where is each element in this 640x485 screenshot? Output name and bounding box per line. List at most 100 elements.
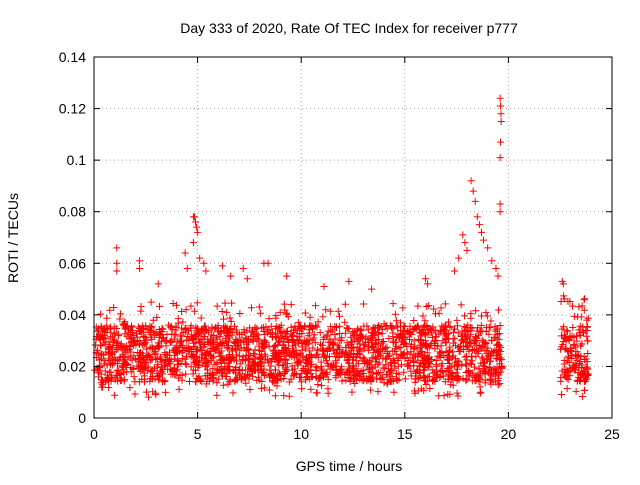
data-point — [348, 338, 356, 346]
data-point — [313, 389, 321, 397]
data-point — [110, 336, 118, 344]
data-point — [440, 392, 448, 400]
data-point — [468, 353, 476, 361]
data-point — [422, 380, 430, 388]
data-point — [441, 300, 449, 308]
data-point — [210, 353, 218, 361]
data-point — [337, 368, 345, 376]
data-point — [557, 374, 565, 382]
data-point — [218, 262, 226, 270]
data-point — [339, 348, 347, 356]
data-point — [174, 337, 182, 345]
data-point — [384, 379, 392, 387]
data-point — [220, 366, 228, 374]
data-point — [360, 300, 368, 308]
data-point — [271, 333, 279, 341]
data-point — [578, 340, 586, 348]
data-point — [149, 316, 157, 324]
data-point — [203, 366, 211, 374]
data-point — [153, 313, 161, 321]
data-point — [136, 349, 144, 357]
data-point — [167, 355, 175, 363]
data-point — [205, 350, 213, 358]
data-point — [332, 324, 340, 332]
data-point — [207, 331, 215, 339]
data-point — [284, 327, 292, 335]
data-point — [185, 327, 193, 335]
data-point — [465, 347, 473, 355]
data-point — [140, 358, 148, 366]
data-point — [486, 357, 494, 365]
data-point — [148, 375, 156, 383]
data-point — [208, 354, 216, 362]
data-point — [574, 313, 582, 321]
data-point — [498, 364, 506, 372]
data-point — [483, 347, 491, 355]
data-point — [583, 323, 591, 331]
data-point — [107, 349, 115, 357]
data-point — [481, 376, 489, 384]
data-point — [319, 350, 327, 358]
data-point — [483, 312, 491, 320]
data-point — [360, 322, 368, 330]
plot-frame — [93, 56, 613, 419]
data-point — [377, 369, 385, 377]
data-point — [282, 333, 290, 341]
data-point — [105, 355, 113, 363]
data-point — [396, 332, 403, 340]
data-point — [405, 335, 413, 343]
data-point — [174, 315, 182, 323]
data-point — [286, 351, 294, 359]
data-point — [473, 327, 481, 335]
data-point — [570, 341, 578, 349]
data-point — [481, 341, 489, 349]
data-point — [389, 329, 397, 337]
data-point — [341, 300, 349, 308]
data-point — [152, 329, 160, 337]
data-point — [579, 327, 587, 335]
data-point — [196, 254, 204, 262]
data-point — [374, 336, 382, 344]
data-point — [260, 336, 268, 344]
data-point — [130, 373, 138, 381]
data-point — [342, 343, 350, 351]
data-point — [487, 317, 495, 325]
data-point — [277, 321, 285, 329]
data-point — [183, 336, 191, 344]
data-point — [412, 352, 420, 360]
data-point — [276, 337, 284, 345]
data-point — [492, 365, 500, 373]
data-point — [484, 351, 492, 359]
x-tick-label: 15 — [397, 426, 413, 442]
data-point — [271, 341, 279, 349]
data-point — [421, 337, 429, 345]
data-point — [129, 365, 137, 373]
data-point — [313, 323, 321, 331]
data-point — [294, 351, 302, 359]
data-point — [267, 357, 275, 365]
data-point — [93, 327, 101, 335]
data-point — [440, 327, 448, 335]
x-tick-label: 25 — [604, 426, 620, 442]
data-point — [386, 368, 394, 376]
data-point — [122, 361, 130, 369]
data-point — [496, 342, 504, 350]
data-point — [200, 333, 208, 341]
data-point — [584, 349, 592, 357]
data-point — [497, 354, 505, 362]
data-point — [123, 322, 131, 330]
data-point — [240, 326, 248, 334]
data-point — [272, 354, 280, 362]
data-point — [218, 307, 226, 315]
data-point — [281, 370, 289, 378]
data-point — [385, 335, 393, 343]
data-point — [189, 239, 197, 247]
data-point — [253, 324, 261, 332]
data-point — [105, 383, 113, 391]
data-point — [113, 324, 121, 332]
data-point — [425, 363, 433, 371]
data-point — [253, 376, 261, 384]
data-point — [201, 341, 209, 349]
data-point — [131, 378, 139, 386]
data-point — [314, 318, 322, 326]
